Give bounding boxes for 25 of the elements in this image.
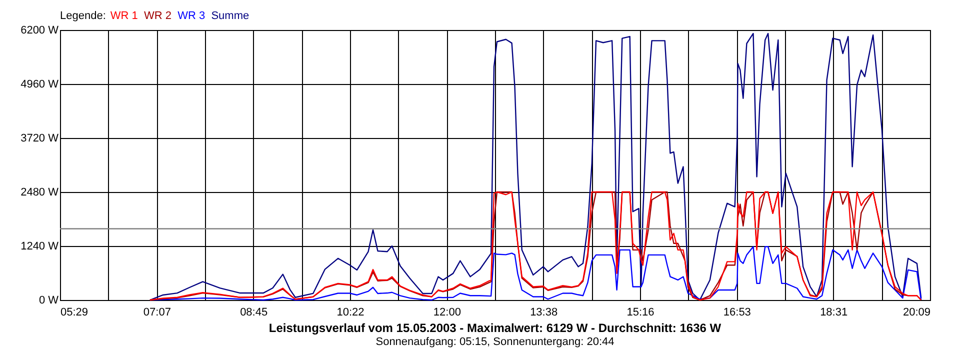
- text: Summe: [211, 10, 250, 22]
- y-tick-label: 1240 W: [20, 240, 60, 252]
- x-tick-label: 05:29: [60, 306, 88, 318]
- x-tick-label: 12:00: [433, 306, 461, 318]
- text: WR 2: [144, 10, 172, 22]
- line-series: [149, 32, 922, 301]
- text: Leistungsverlauf vom 15.05.2003 - Maximalwert: 6129 W - Durchschnitt: 1636 W: [268, 321, 722, 335]
- y-tick-label: 4960 W: [20, 78, 60, 90]
- x-tick-label: 07:07: [143, 306, 171, 318]
- y-tick-label: 2480 W: [20, 186, 60, 198]
- legend-title: Legende:: [60, 10, 106, 22]
- y-tick-label: 6200 W: [20, 24, 60, 36]
- text: WR 3: [178, 10, 206, 22]
- text: WR 1: [110, 10, 138, 22]
- x-tick-label: 15:16: [626, 306, 654, 318]
- line-series: [149, 191, 922, 301]
- x-tick-label: 13:38: [530, 306, 558, 318]
- x-tick-label: 20:09: [902, 306, 930, 318]
- x-tick-label: 10:22: [336, 306, 364, 318]
- x-tick-label: 16:53: [723, 306, 751, 318]
- y-tick-label: 0 W: [38, 294, 60, 306]
- x-tick-label: 18:31: [820, 306, 848, 318]
- text: Sonnenaufgang: 05:15, Sonnenuntergang: 20:44: [376, 336, 614, 348]
- x-tick-label: 08:45: [240, 306, 268, 318]
- y-tick-label: 3720 W: [20, 132, 60, 144]
